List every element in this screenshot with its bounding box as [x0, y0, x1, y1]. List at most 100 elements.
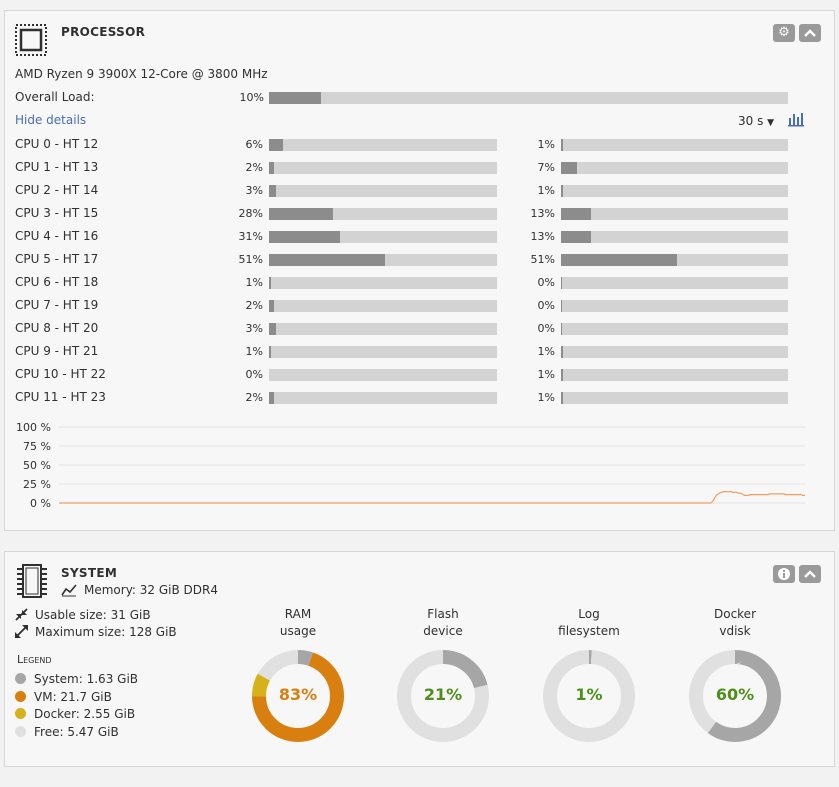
legend-title: Legend — [17, 653, 52, 666]
core-load-percent: 3% — [245, 184, 263, 197]
expand-icon — [15, 625, 28, 638]
donut-caption: Docker vdisk — [680, 606, 790, 640]
thread-load-percent: 1% — [537, 138, 555, 151]
core-load-bar-fill — [269, 231, 340, 243]
thread-load-percent: 0% — [537, 322, 555, 335]
bar-chart-icon[interactable] — [787, 112, 805, 127]
donut-caption: Log filesystem — [534, 606, 644, 640]
thread-load-bar — [561, 323, 788, 335]
core-load-percent: 0% — [245, 368, 263, 381]
chevron-up-icon — [804, 29, 816, 37]
interval-select[interactable]: 30 s ▼ — [738, 114, 774, 128]
core-load-bar-fill — [269, 392, 274, 404]
thread-load-bar — [561, 392, 788, 404]
collapse-system-button[interactable] — [799, 565, 821, 583]
core-load-percent: 51% — [238, 253, 263, 266]
thread-load-percent: 1% — [537, 391, 555, 404]
core-load-percent: 28% — [238, 207, 263, 220]
donut-segment — [689, 650, 781, 742]
core-load-bar — [269, 231, 497, 243]
core-load-percent: 3% — [245, 322, 263, 335]
core-label: CPU 5 - HT 17 — [15, 252, 99, 266]
core-load-bar-fill — [269, 346, 272, 358]
donut-caption-line2: usage — [279, 624, 317, 638]
collapse-processor-button[interactable] — [799, 24, 821, 42]
donut-caption-line1: Flash — [427, 607, 459, 621]
thread-load-percent: 1% — [537, 345, 555, 358]
core-load-percent: 1% — [245, 276, 263, 289]
gear-icon: ⚙ — [778, 25, 790, 40]
thread-load-bar — [561, 185, 788, 197]
core-load-bar — [269, 162, 497, 174]
system-title: SYSTEM — [61, 566, 118, 580]
thread-load-bar — [561, 300, 788, 312]
donut-caption: Flash device — [388, 606, 498, 640]
thread-load-percent: 1% — [537, 184, 555, 197]
chart-tick-label: 100 % — [16, 421, 51, 434]
legend-item: VM: 21.7 GiB — [15, 690, 138, 708]
thread-load-bar — [561, 231, 788, 243]
chart-tick-label: 25 % — [23, 478, 51, 491]
thread-load-bar — [561, 208, 788, 220]
thread-load-bar-fill — [561, 185, 564, 197]
core-load-percent: 2% — [245, 391, 263, 404]
donut-segment — [252, 650, 344, 742]
donut-caption-line1: Log — [578, 607, 600, 621]
core-load-bar — [269, 369, 497, 381]
thread-load-percent: 7% — [537, 161, 555, 174]
info-button[interactable] — [773, 565, 795, 583]
donut-percent: 21% — [423, 685, 463, 704]
core-load-bar-fill — [269, 323, 276, 335]
core-label: CPU 10 - HT 22 — [15, 367, 106, 381]
core-label: CPU 1 - HT 13 — [15, 160, 99, 174]
core-label: CPU 7 - HT 19 — [15, 298, 99, 312]
thread-load-bar-fill — [561, 231, 591, 243]
core-label: CPU 0 - HT 12 — [15, 137, 99, 151]
core-load-bar-fill — [269, 254, 386, 266]
legend-item: Free: 5.47 GiB — [15, 725, 138, 743]
thread-load-bar-fill — [561, 139, 564, 151]
overall-load-label: Overall Load: — [15, 90, 95, 104]
donut-segment — [543, 650, 635, 742]
core-load-bar — [269, 185, 497, 197]
thread-load-bar-fill — [561, 300, 563, 312]
core-load-bar-fill — [269, 162, 274, 174]
trend-chart-icon[interactable] — [61, 583, 77, 597]
donut-segment — [252, 650, 344, 742]
thread-load-bar — [561, 346, 788, 358]
chevron-down-icon: ▼ — [767, 118, 775, 128]
thread-load-percent: 0% — [537, 276, 555, 289]
thread-load-percent: 1% — [537, 368, 555, 381]
donut-caption-line1: Docker — [713, 607, 757, 621]
donut-caption-line2: filesystem — [558, 624, 620, 638]
thread-load-bar-fill — [561, 277, 563, 289]
core-load-percent: 2% — [245, 161, 263, 174]
thread-load-bar — [561, 369, 788, 381]
donut-chart — [543, 650, 635, 742]
core-label: CPU 8 - HT 20 — [15, 321, 99, 335]
core-load-percent: 1% — [245, 345, 263, 358]
core-load-percent: 31% — [238, 230, 263, 243]
legend-swatch — [15, 690, 26, 702]
settings-button[interactable]: ⚙ — [773, 24, 795, 42]
core-load-bar-fill — [269, 300, 274, 312]
thread-load-bar — [561, 162, 788, 174]
interval-value: 30 s — [738, 114, 764, 128]
cpu-chip-icon — [15, 24, 47, 56]
core-load-bar — [269, 346, 497, 358]
chart-tick-label: 75 % — [23, 440, 51, 453]
core-load-bar — [269, 300, 497, 312]
system-panel: SYSTEM Memory: 32 GiB DDR4 Usable size: … — [4, 551, 835, 767]
overall-load-bar — [269, 92, 788, 104]
overall-load-bar-fill — [269, 92, 321, 104]
memory-summary: Memory: 32 GiB DDR4 — [84, 583, 219, 597]
donut-segment — [397, 650, 489, 742]
hide-details-link[interactable]: Hide details — [15, 113, 87, 127]
core-load-bar-fill — [269, 208, 333, 220]
thread-load-bar — [561, 139, 788, 151]
chevron-up-icon — [804, 570, 816, 578]
donut-caption-line2: vdisk — [719, 624, 751, 638]
core-load-bar-fill — [269, 277, 272, 289]
thread-load-bar-fill — [561, 369, 564, 381]
core-load-bar-fill — [269, 139, 283, 151]
